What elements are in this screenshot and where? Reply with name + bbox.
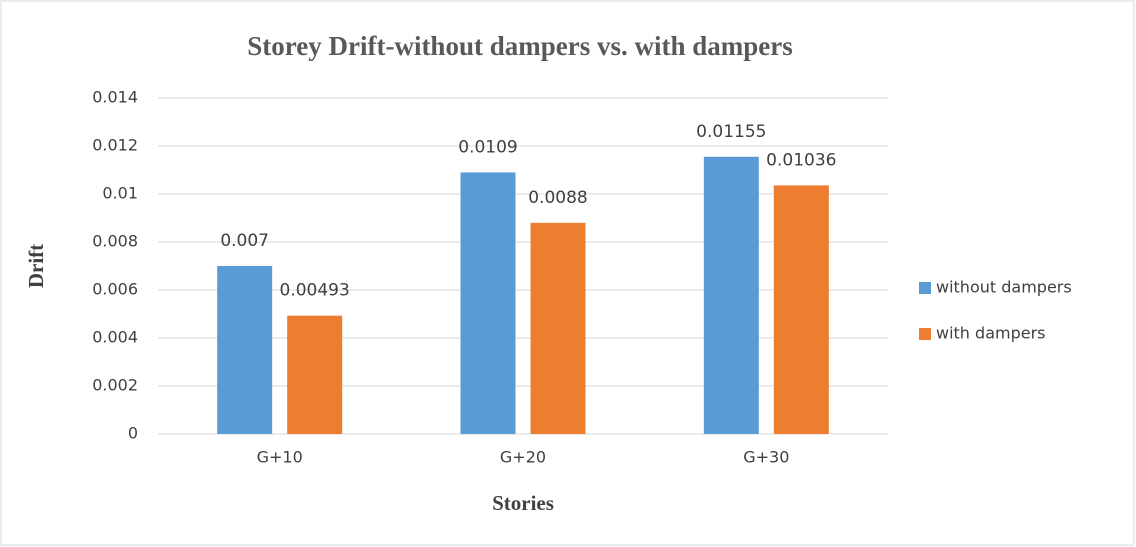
legend-swatch (919, 328, 931, 340)
y-axis-title: Drift (24, 244, 48, 288)
legend-swatch (919, 282, 931, 294)
y-tick-label: 0.014 (92, 88, 138, 107)
data-label: 0.01155 (696, 122, 766, 142)
bar (287, 315, 343, 434)
data-label: 0.01036 (766, 150, 836, 170)
data-label: 0.007 (220, 231, 269, 251)
y-tick-label: 0 (128, 424, 138, 443)
y-tick-label: 0.004 (92, 328, 138, 347)
bar (703, 156, 759, 435)
legend-label: with dampers (936, 324, 1046, 343)
bar (460, 172, 516, 434)
y-tick-label: 0.006 (92, 280, 138, 299)
x-tick-label: G+20 (500, 448, 546, 467)
bar (530, 222, 586, 434)
x-axis-title: Stories (492, 491, 554, 515)
y-tick-label: 0.008 (92, 232, 138, 251)
data-label: 0.0088 (528, 188, 587, 208)
y-tick-label: 0.002 (92, 376, 138, 395)
data-label: 0.0109 (458, 137, 517, 157)
y-tick-label: 0.01 (102, 184, 138, 203)
legend-label: without dampers (936, 278, 1072, 297)
x-tick-label: G+30 (743, 448, 789, 467)
data-label: 0.00493 (280, 281, 350, 301)
chart-title: Storey Drift-without dampers vs. with da… (247, 31, 792, 61)
bar (773, 185, 829, 434)
x-tick-label: G+10 (257, 448, 303, 467)
y-tick-label: 0.012 (92, 136, 138, 155)
bar (217, 266, 273, 434)
